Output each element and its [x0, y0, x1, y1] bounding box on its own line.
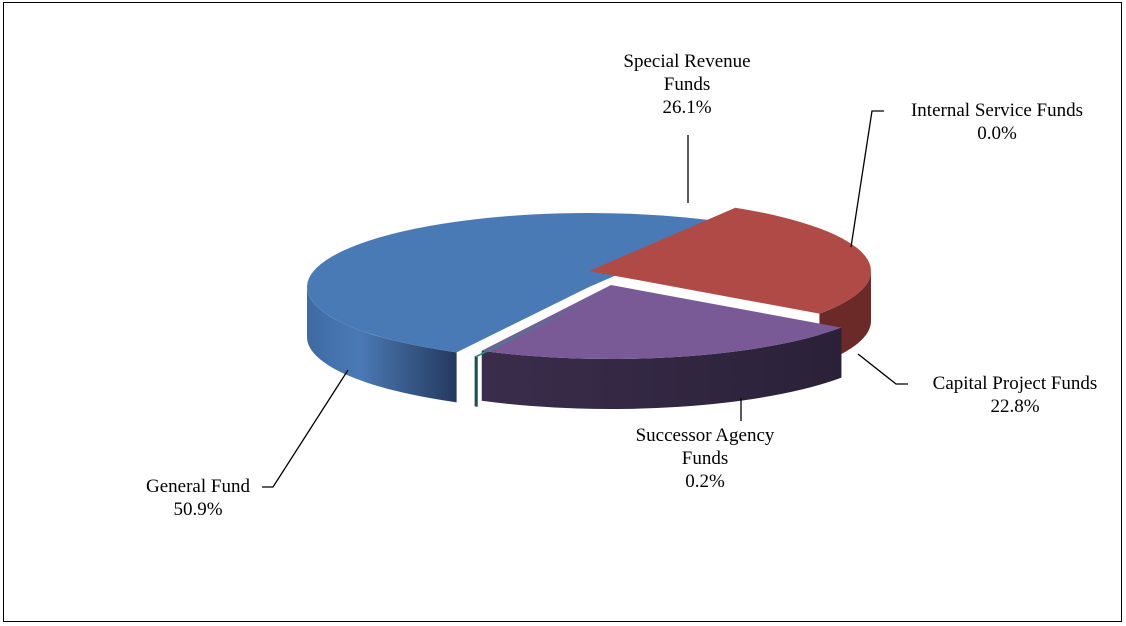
slice-name: Funds	[681, 448, 729, 469]
label-internal-service-funds: Internal Service Funds 0.0%	[882, 99, 1112, 145]
label-capital-project-funds: Capital Project Funds 22.8%	[905, 372, 1125, 418]
label-successor-agency-funds: Successor Agency Funds 0.2%	[600, 424, 810, 493]
slice-name: General Fund	[146, 476, 250, 497]
leader-lines	[262, 110, 908, 488]
label-special-revenue-funds: Special Revenue Funds 26.1%	[582, 50, 792, 119]
leader-line-general-fund	[262, 369, 349, 488]
slice-internal-service-funds	[607, 269, 838, 312]
slice-name: Capital Project Funds	[932, 373, 1098, 394]
slice-name: Funds	[663, 74, 711, 95]
label-general-fund: General Fund 50.9%	[128, 475, 268, 521]
pie-tops	[307, 207, 871, 360]
slice-side-successor-agency-funds	[474, 356, 478, 407]
slice-name: Internal Service Funds	[910, 100, 1083, 121]
leader-line-internal-service	[850, 110, 884, 248]
slice-special-revenue-funds	[589, 207, 871, 314]
slice-general-fund	[307, 213, 736, 353]
slice-name: Successor Agency	[635, 425, 775, 446]
leader-line-capital-project	[857, 353, 908, 385]
slice-name: Special Revenue	[623, 51, 751, 72]
slice-percent: 0.2%	[685, 471, 725, 492]
slice-side-general-fund	[307, 287, 457, 403]
slice-percent: 50.9%	[173, 499, 223, 520]
slice-side-capital-project-funds	[481, 327, 842, 410]
slice-successor-agency-funds	[474, 291, 607, 357]
slice-percent: 22.8%	[990, 396, 1040, 417]
slice-percent: 26.1%	[662, 97, 712, 118]
slice-percent: 0.0%	[977, 123, 1017, 144]
pie-sides	[307, 271, 871, 410]
slice-capital-project-funds	[481, 285, 842, 360]
